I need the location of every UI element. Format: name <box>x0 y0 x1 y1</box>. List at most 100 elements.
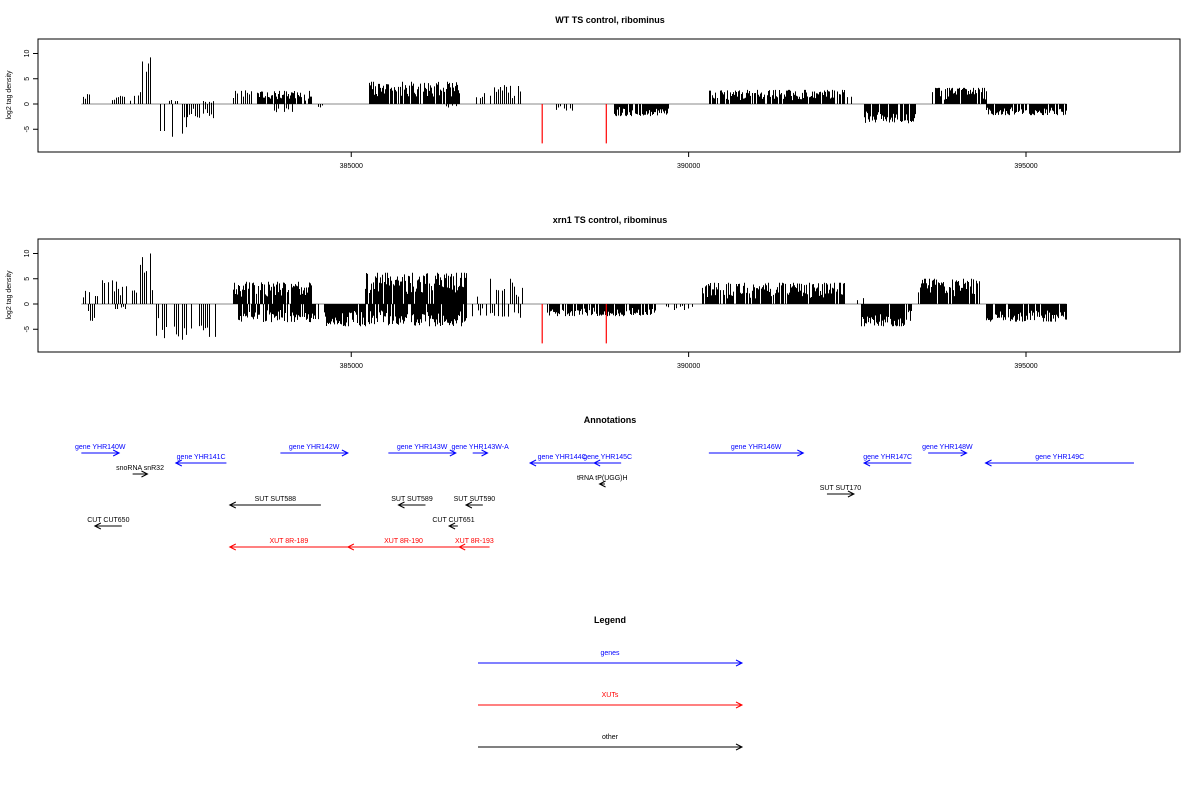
feature-label: SUT SUT590 <box>454 496 496 503</box>
feature-label: SUT SUT589 <box>391 496 433 503</box>
arrowhead <box>464 501 473 509</box>
annotation-features: gene YHR140W gene YHR141C snoRNA snR32 gene… <box>75 444 1134 551</box>
feature-arrow <box>862 459 912 467</box>
arrowhead <box>528 459 537 467</box>
wt-panel: WT TS control, ribominus log2 tag densit… <box>6 15 1181 170</box>
x-tick-label: 385000 <box>340 163 363 170</box>
arrowhead <box>447 522 456 530</box>
x-tick-label: 390000 <box>677 363 700 370</box>
x-tick-label: 395000 <box>1014 363 1037 370</box>
feature-arrow <box>388 449 457 457</box>
x-tick-label: 385000 <box>340 363 363 370</box>
feature-arrow <box>81 449 121 457</box>
feature-arrow <box>280 449 349 457</box>
feature-label: gene YHR140W <box>75 444 126 451</box>
wt-plot-frame <box>37 38 1181 153</box>
arrowhead <box>228 501 237 509</box>
feature-label: XUT 8R-190 <box>384 538 423 545</box>
legend-label: other <box>602 734 619 741</box>
y-tick-label: -5 <box>24 126 31 132</box>
feature-label: tRNA tP(UGG)H <box>577 475 628 482</box>
arrowhead <box>141 470 149 478</box>
wt-x-axis: 385000 390000 395000 <box>340 152 1038 170</box>
arrowhead <box>735 701 744 709</box>
annotations-panel: Annotations gene YHR140W gene YHR141C snoR… <box>75 415 1134 551</box>
feature-label: gene YHR143W-A <box>451 444 509 451</box>
legend-panel: Legend genes XUTs other <box>478 615 744 751</box>
feature-label: CUT CUT650 <box>87 517 129 524</box>
feature-label: SUT SUT170 <box>820 485 862 492</box>
feature-arrow <box>397 501 426 509</box>
arrowhead <box>735 743 744 751</box>
y-tick-label: 0 <box>24 102 31 106</box>
y-tick-label: 5 <box>24 77 31 81</box>
xrn1-x-axis: 385000 390000 395000 <box>340 352 1038 370</box>
y-tick-label: 10 <box>24 250 31 258</box>
feature-arrow <box>346 543 460 551</box>
arrowhead <box>93 522 102 530</box>
x-tick-label: 395000 <box>1014 163 1037 170</box>
feature-arrow <box>472 449 489 457</box>
y-tick-label: 5 <box>24 277 31 281</box>
feature-label: CUT CUT651 <box>432 517 474 524</box>
wt-panel-title: WT TS control, ribominus <box>555 15 665 25</box>
feature-label: SUT SUT588 <box>255 496 297 503</box>
arrowhead <box>960 449 968 457</box>
feature-arrow <box>174 459 227 467</box>
feature-label: gene YHR144C <box>538 454 587 461</box>
feature-arrow <box>928 449 968 457</box>
feature-arrow <box>984 459 1134 467</box>
wt-y-axis: 10 5 0 -5 <box>24 50 39 132</box>
legend-arrow <box>478 701 744 709</box>
xrn1-y-axis-label: log2 tag density <box>6 270 13 320</box>
legend-items: genes XUTs other <box>478 650 744 751</box>
y-tick-label: 10 <box>24 50 31 58</box>
arrowhead <box>346 543 355 551</box>
arrowhead <box>228 543 237 551</box>
xrn1-panel-title: xrn1 TS control, ribominus <box>553 215 668 225</box>
feature-label: gene YHR147C <box>863 454 912 461</box>
legend-label: genes <box>600 650 620 657</box>
annotations-title: Annotations <box>584 415 637 425</box>
feature-label: gene YHR149C <box>1035 454 1084 461</box>
y-tick-label: -5 <box>24 326 31 332</box>
feature-arrow <box>132 470 149 478</box>
feature-arrow <box>228 501 321 509</box>
arrowhead <box>397 501 405 509</box>
feature-arrow <box>458 543 490 551</box>
feature-arrow <box>708 449 805 457</box>
feature-label: gene YHR148W <box>922 444 973 451</box>
arrowhead <box>449 449 457 457</box>
feature-arrow <box>93 522 122 530</box>
feature-label: gene YHR146W <box>731 444 782 451</box>
arrowhead <box>481 449 489 457</box>
feature-label: gene YHR143W <box>397 444 448 451</box>
arrowhead <box>984 459 992 467</box>
xrn1-panel: xrn1 TS control, ribominus log2 tag dens… <box>6 215 1181 370</box>
feature-label: XUT 8R-189 <box>269 538 308 545</box>
arrowhead <box>862 459 871 467</box>
legend-label: XUTs <box>602 692 619 699</box>
feature-label: gene YHR142W <box>289 444 340 451</box>
legend-arrow <box>478 743 744 751</box>
y-tick-label: 0 <box>24 302 31 306</box>
feature-arrow <box>464 501 483 509</box>
arrowhead <box>112 449 121 457</box>
feature-arrow <box>593 459 622 467</box>
legend-arrow <box>478 659 744 667</box>
xrn1-coverage-bars <box>81 253 1067 344</box>
feature-label: snoRNA snR32 <box>116 465 164 472</box>
feature-label: gene YHR141C <box>177 454 226 461</box>
feature-arrow <box>228 543 348 551</box>
arrowhead <box>593 459 601 467</box>
arrowhead <box>341 449 349 457</box>
arrowhead <box>847 490 856 498</box>
legend-title: Legend <box>594 615 626 625</box>
wt-y-axis-label: log2 tag density <box>6 70 13 120</box>
feature-arrow <box>528 459 595 467</box>
feature-arrow <box>447 522 458 530</box>
feature-arrow <box>598 480 606 488</box>
wt-coverage-bars <box>81 57 1067 144</box>
x-tick-label: 390000 <box>677 163 700 170</box>
